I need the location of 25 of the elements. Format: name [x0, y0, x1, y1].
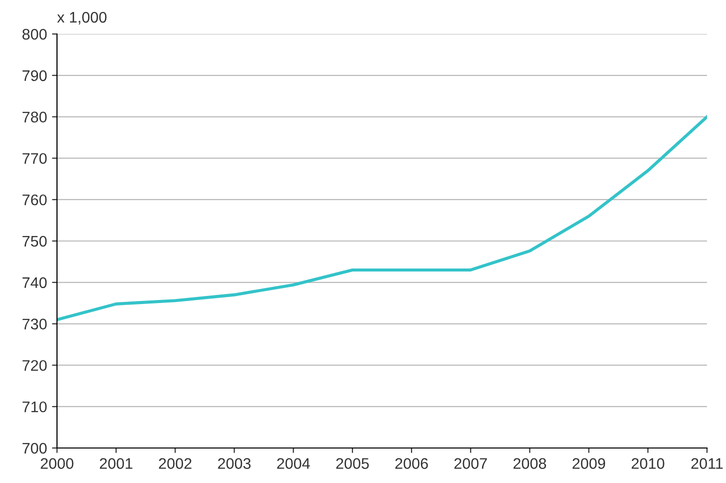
x-tick-label: 2005 [336, 458, 369, 469]
y-tick-label: 760 [22, 194, 47, 206]
y-tick-label: 700 [22, 442, 47, 454]
y-tick-label: 730 [22, 318, 47, 330]
y-tick-label: 800 [22, 28, 47, 40]
x-tick-label: 2007 [454, 458, 487, 469]
x-tick-label: 2010 [632, 458, 664, 469]
y-tick-label: 720 [22, 360, 47, 371]
x-tick-label: 2008 [514, 458, 546, 469]
y-tick-label: 770 [22, 153, 47, 164]
line-series [57, 115, 707, 322]
x-tick-label: 2006 [395, 458, 428, 469]
x-tick-label: 2000 [40, 458, 74, 469]
x-tick-label: 2004 [277, 458, 310, 469]
y-tick-label: 710 [22, 401, 47, 412]
x-tick-label: 2002 [158, 458, 192, 469]
x-tick-label: 2011 [691, 458, 723, 469]
x-tick-label: 2003 [218, 458, 251, 469]
x-tick-label: 2009 [572, 458, 606, 469]
y-axis-title: x 1,000 [57, 12, 107, 25]
y-tick-label: 790 [22, 70, 47, 82]
y-tick-label: 780 [22, 112, 47, 122]
y-tick-label: 750 [22, 236, 47, 247]
y-tick-label: 740 [22, 277, 47, 288]
x-tick-label: 2001 [100, 458, 132, 469]
